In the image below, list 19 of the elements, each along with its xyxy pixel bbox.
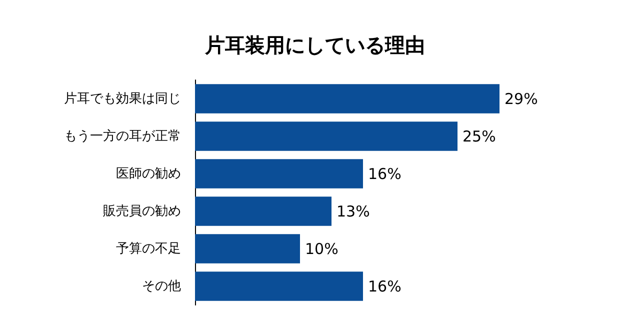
- bar: [195, 84, 500, 114]
- bar: [195, 272, 363, 301]
- bar: [195, 196, 332, 226]
- data-label: 16%: [368, 164, 402, 183]
- data-label: 13%: [336, 202, 370, 220]
- bar: [195, 159, 363, 188]
- y-tick-label: もう一方の耳が正常: [64, 128, 181, 144]
- y-tick-label: その他: [142, 278, 181, 294]
- y-tick-label: 医師の勧め: [116, 166, 181, 182]
- data-label: 29%: [504, 90, 538, 108]
- bar: [195, 234, 300, 264]
- y-tick-label: 販売員の勧め: [103, 204, 181, 219]
- data-label: 10%: [305, 240, 338, 258]
- chart-title: 片耳装用にしている理由: [204, 33, 425, 57]
- y-tick-label: 予算の不足: [116, 241, 181, 256]
- bar: [195, 122, 458, 151]
- data-label: 16%: [368, 277, 402, 296]
- y-tick-label: 片耳でも効果は同じ: [64, 91, 181, 106]
- data-label: 25%: [462, 127, 496, 146]
